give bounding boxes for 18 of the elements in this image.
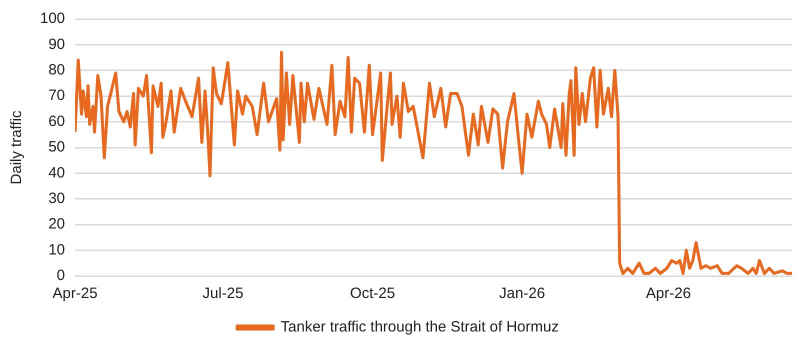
x-tick-label: Apr-25 bbox=[52, 285, 98, 302]
legend-label: Tanker traffic through the Strait of Hormuz bbox=[280, 318, 559, 336]
y-axis-title: Daily traffic bbox=[8, 110, 26, 184]
x-tick-label: Oct-25 bbox=[350, 285, 396, 302]
y-tick-label: 20 bbox=[48, 216, 66, 233]
y-tick-label: 40 bbox=[48, 164, 66, 182]
y-tick-label: 60 bbox=[48, 112, 66, 130]
y-tick-label: 10 bbox=[48, 241, 66, 258]
x-tick-label: Jul-25 bbox=[202, 285, 244, 302]
x-tick-label: Apr-26 bbox=[646, 285, 691, 302]
y-tick-label: 100 bbox=[40, 10, 66, 28]
y-tick-label: 90 bbox=[48, 36, 66, 53]
y-tick-label: 0 bbox=[56, 267, 66, 284]
y-tick-label: 50 bbox=[48, 138, 66, 156]
y-tick-label: 80 bbox=[48, 62, 66, 79]
x-tick-label: Jan-26 bbox=[499, 285, 546, 302]
y-tick-label: 70 bbox=[48, 87, 66, 104]
y-tick-label: 30 bbox=[48, 190, 66, 208]
